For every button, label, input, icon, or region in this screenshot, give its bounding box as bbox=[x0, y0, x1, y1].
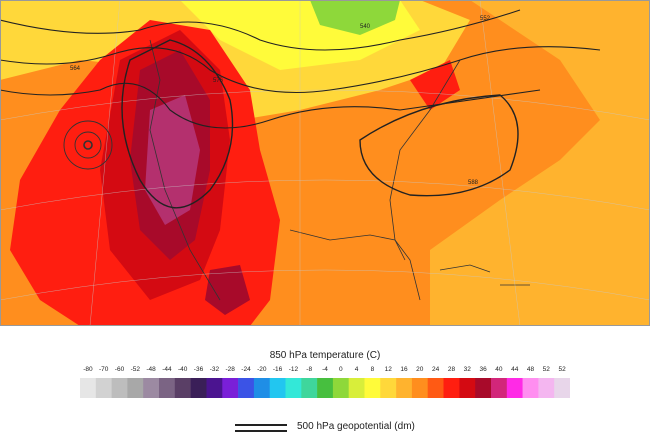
scale-ticks: -80 -70 -60 -52 -48 -44 -40 -36 -32 -28 -24 -20 -16-… bbox=[83, 366, 566, 373]
scale-tick-label: -28 bbox=[225, 366, 235, 373]
scale-swatch bbox=[396, 378, 413, 398]
scale-swatch bbox=[364, 378, 381, 398]
scale-swatch bbox=[95, 378, 112, 398]
contour-588 bbox=[359, 94, 519, 197]
contour-552 bbox=[0, 46, 601, 94]
scale-tick-label: 48 bbox=[527, 366, 535, 373]
scale-swatch bbox=[238, 378, 255, 398]
contour-label: 564 bbox=[70, 66, 81, 72]
scale-tick-label: 8 bbox=[371, 366, 375, 373]
scale-tick-label: -12 bbox=[289, 366, 299, 373]
scale-tick-label: -48 bbox=[146, 366, 156, 373]
geopotential-legend-label: 500 hPa geopotential (dm) bbox=[297, 421, 415, 432]
scale-swatch bbox=[222, 378, 239, 398]
scale-swatch bbox=[332, 378, 349, 398]
scale-tick-label: -24 bbox=[241, 366, 251, 373]
scale-swatches bbox=[80, 378, 570, 398]
contour-label: 588 bbox=[468, 180, 479, 186]
warm-area-east bbox=[430, 0, 650, 326]
scale-swatch bbox=[411, 378, 428, 398]
scale-swatch bbox=[554, 378, 570, 398]
scale-swatch bbox=[301, 378, 318, 398]
geopotential-line-sample bbox=[235, 424, 287, 426]
contour-540 bbox=[0, 9, 521, 51]
scale-tick-label: -40 bbox=[178, 366, 188, 373]
low-contour-center bbox=[83, 140, 93, 150]
scale-swatch bbox=[159, 378, 176, 398]
scale-tick-label: 52 bbox=[543, 366, 551, 373]
scale-tick-label: -36 bbox=[194, 366, 204, 373]
scale-tick-label: 12 bbox=[385, 366, 393, 373]
contour-564 bbox=[0, 82, 541, 129]
contour-label: 540 bbox=[360, 24, 371, 30]
cold-core-north bbox=[310, 0, 400, 35]
scale-swatch bbox=[143, 378, 160, 398]
scale-swatch bbox=[269, 378, 286, 398]
scale-swatch bbox=[317, 378, 334, 398]
scale-tick-label: -32 bbox=[210, 366, 220, 373]
temperature-legend-title: 850 hPa temperature (C) bbox=[269, 350, 381, 361]
scale-tick-label: -44 bbox=[162, 366, 172, 373]
scale-swatch bbox=[538, 378, 555, 398]
scale-tick-label: 36 bbox=[479, 366, 487, 373]
scale-swatch bbox=[348, 378, 365, 398]
scale-swatch bbox=[190, 378, 207, 398]
scale-swatch bbox=[443, 378, 460, 398]
scale-swatch bbox=[427, 378, 444, 398]
coastline-gulf bbox=[289, 229, 406, 261]
scale-swatch bbox=[111, 378, 128, 398]
scale-tick-label: -52 bbox=[131, 366, 141, 373]
contour-576 bbox=[121, 39, 234, 209]
geopotential-line-sample bbox=[235, 430, 287, 432]
extreme-spot-south bbox=[205, 265, 250, 315]
contour-label: 576 bbox=[213, 78, 224, 84]
hot-area-northeast bbox=[410, 60, 460, 110]
low-contour-outer bbox=[63, 120, 113, 170]
scale-tick-label: 20 bbox=[416, 366, 424, 373]
scale-swatch bbox=[206, 378, 223, 398]
scale-tick-label: -8 bbox=[306, 366, 312, 373]
extreme-spot-west bbox=[145, 95, 200, 225]
temperature-map: 540 552 564 576 588 bbox=[0, 0, 650, 326]
scale-tick-label: 4 bbox=[355, 366, 359, 373]
graticule bbox=[0, 0, 650, 326]
low-contour-inner bbox=[74, 131, 102, 159]
scale-swatch bbox=[475, 378, 492, 398]
scale-tick-label: -20 bbox=[257, 366, 267, 373]
temperature-color-scale: -80 -70 -60 -52 -48 -44 -40 -36 -32 -28 -24 -20 -16-… bbox=[80, 366, 570, 398]
scale-tick-label: 52 bbox=[558, 366, 566, 373]
scale-swatch bbox=[253, 378, 270, 398]
scale-swatch bbox=[285, 378, 302, 398]
scale-swatch bbox=[459, 378, 476, 398]
contour-label: 552 bbox=[480, 16, 491, 22]
scale-tick-label: -70 bbox=[99, 366, 109, 373]
scale-tick-label: -16 bbox=[273, 366, 283, 373]
scale-swatch bbox=[174, 378, 191, 398]
scale-tick-label: -80 bbox=[83, 366, 93, 373]
scale-swatch bbox=[80, 378, 97, 398]
scale-swatch bbox=[491, 378, 508, 398]
scale-tick-label: 44 bbox=[511, 366, 519, 373]
scale-swatch bbox=[522, 378, 539, 398]
scale-tick-label: 40 bbox=[495, 366, 503, 373]
scale-swatch bbox=[506, 378, 523, 398]
scale-tick-label: -4 bbox=[322, 366, 328, 373]
scale-swatch bbox=[127, 378, 144, 398]
scale-tick-label: 32 bbox=[464, 366, 472, 373]
scale-tick-label: 0 bbox=[339, 366, 343, 373]
scale-tick-label: 16 bbox=[400, 366, 408, 373]
scale-tick-label: -60 bbox=[115, 366, 125, 373]
coastline-east bbox=[389, 59, 461, 301]
scale-swatch bbox=[380, 378, 397, 398]
coastline-west bbox=[149, 39, 221, 301]
scale-tick-label: 28 bbox=[448, 366, 456, 373]
scale-tick-label: 24 bbox=[432, 366, 440, 373]
